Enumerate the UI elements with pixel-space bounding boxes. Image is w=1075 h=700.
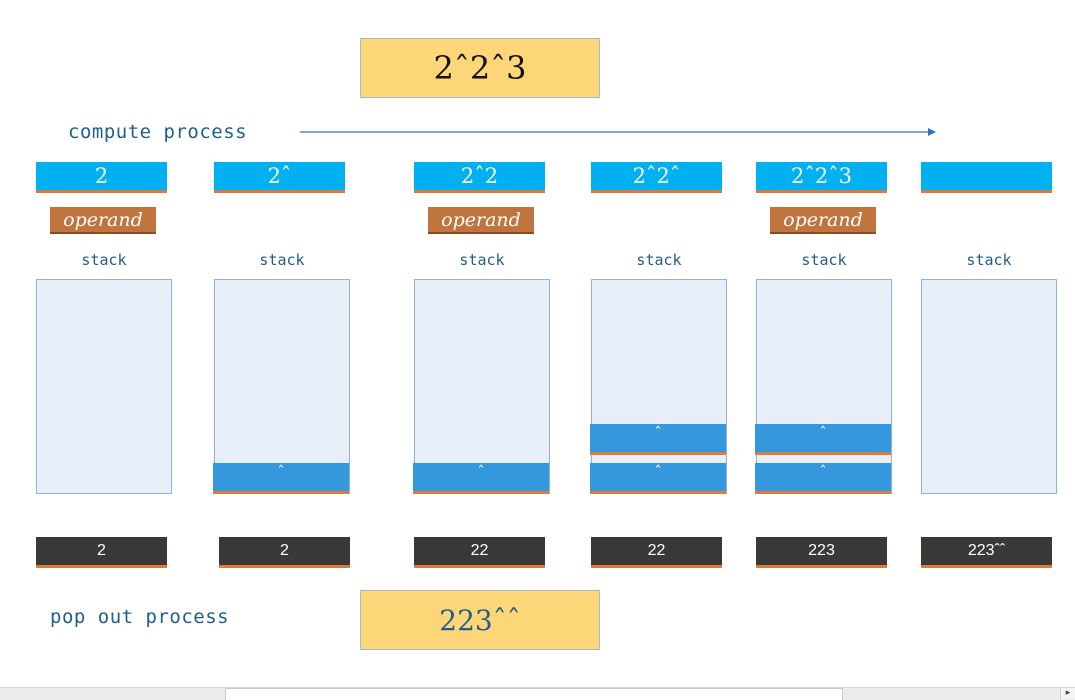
stack-cell: ˆ	[590, 463, 726, 494]
input-bar: 2ˆ2	[414, 162, 545, 193]
scroll-right-arrow-icon[interactable]: ▸	[1060, 688, 1075, 699]
input-bar: 2ˆ2ˆ	[591, 162, 722, 193]
stack-label: stack	[636, 251, 682, 269]
stack-cell: ˆ	[590, 424, 726, 455]
pop-out-process-label: pop out process	[50, 606, 230, 628]
output-bar: 22	[591, 537, 722, 568]
scrollbar-thumb[interactable]	[225, 688, 843, 700]
output-bar: 2	[36, 537, 167, 568]
stack-label: stack	[966, 251, 1012, 269]
output-bar: 223ˆˆ	[921, 537, 1052, 568]
process-arrow	[300, 128, 936, 136]
stack-box	[36, 279, 172, 494]
input-bar: 2	[36, 162, 167, 193]
input-bar	[921, 162, 1052, 193]
stack-box	[214, 279, 350, 494]
operand-tag: operand	[50, 207, 156, 234]
input-bar: 2ˆ	[214, 162, 345, 193]
stack-cell: ˆ	[213, 463, 349, 494]
stack-box	[756, 279, 892, 494]
result-box: 223ˆˆ	[360, 590, 600, 650]
stack-label: stack	[259, 251, 305, 269]
result-text: 223ˆˆ	[439, 603, 521, 637]
stack-label: stack	[801, 251, 847, 269]
stack-cell: ˆ	[413, 463, 549, 494]
output-bar: 223	[756, 537, 887, 568]
stack-box	[591, 279, 727, 494]
input-bar: 2ˆ2ˆ3	[756, 162, 887, 193]
expression-text: 2ˆ2ˆ3	[433, 49, 527, 87]
stack-label: stack	[459, 251, 505, 269]
operand-tag: operand	[428, 207, 534, 234]
horizontal-scrollbar[interactable]: ▸	[0, 687, 1075, 700]
output-bar: 22	[414, 537, 545, 568]
stack-cell: ˆ	[755, 463, 891, 494]
stack-box	[921, 279, 1057, 494]
output-bar: 2	[219, 537, 350, 568]
expression-box: 2ˆ2ˆ3	[360, 38, 600, 98]
compute-process-label: compute process	[68, 121, 248, 143]
stack-cell: ˆ	[755, 424, 891, 455]
operand-tag: operand	[770, 207, 876, 234]
stack-label: stack	[81, 251, 127, 269]
stack-box	[414, 279, 550, 494]
